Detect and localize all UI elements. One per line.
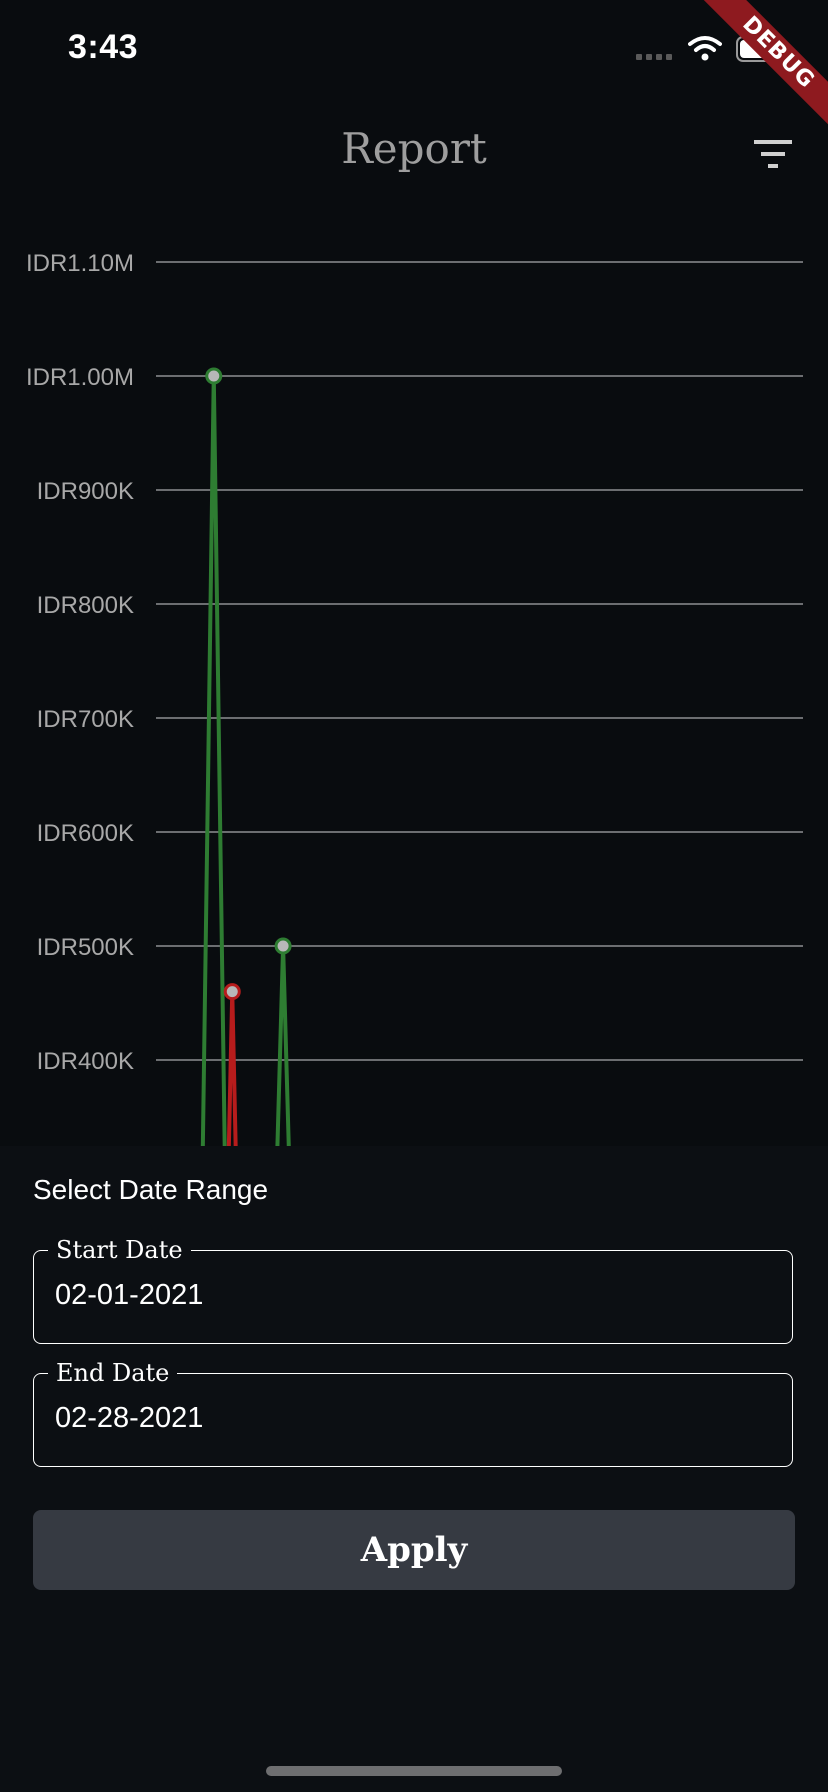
date-range-sheet: Select Date Range Start Date 02-01-2021 … — [0, 1146, 828, 1792]
chart-svg: IDR1.10M IDR1.00M IDR900K IDR800K IDR700K IDR… — [26, 250, 803, 1146]
y-tick-label: IDR500K — [37, 934, 134, 961]
data-point[interactable] — [223, 983, 241, 1001]
filter-button[interactable] — [746, 130, 802, 180]
y-tick-label: IDR1.00M — [26, 364, 134, 391]
y-tick-label: IDR900K — [37, 478, 134, 505]
data-point[interactable] — [274, 937, 292, 955]
y-tick-label: IDR800K — [37, 592, 134, 619]
series-line-0 — [200, 374, 291, 1146]
wifi-icon — [688, 36, 722, 61]
end-date-label: End Date — [48, 1358, 178, 1388]
sheet-title: Select Date Range — [33, 1174, 269, 1205]
data-point[interactable] — [205, 367, 223, 385]
apply-button[interactable]: Apply — [33, 1510, 795, 1590]
status-time: 3:43 — [68, 28, 139, 66]
y-tick-label: IDR700K — [37, 706, 134, 733]
start-date-label: Start Date — [48, 1235, 191, 1265]
y-tick-label: IDR400K — [37, 1048, 134, 1075]
status-bar: 3:43 — [0, 0, 828, 100]
start-date-field[interactable]: Start Date 02-01-2021 — [33, 1235, 793, 1344]
report-chart: IDR1.10M IDR1.00M IDR900K IDR800K IDR700K IDR… — [0, 210, 828, 1146]
home-indicator — [266, 1766, 562, 1776]
start-date-value[interactable]: 02-01-2021 — [55, 1279, 204, 1311]
end-date-value[interactable]: 02-28-2021 — [55, 1402, 204, 1434]
y-tick-label: IDR600K — [37, 820, 134, 847]
filter-icon — [754, 140, 792, 168]
app-bar: Report — [0, 100, 828, 210]
page-title: Report — [341, 124, 487, 173]
end-date-field[interactable]: End Date 02-28-2021 — [33, 1358, 793, 1467]
y-tick-label: IDR1.10M — [26, 250, 134, 277]
signal-icon — [636, 54, 672, 60]
